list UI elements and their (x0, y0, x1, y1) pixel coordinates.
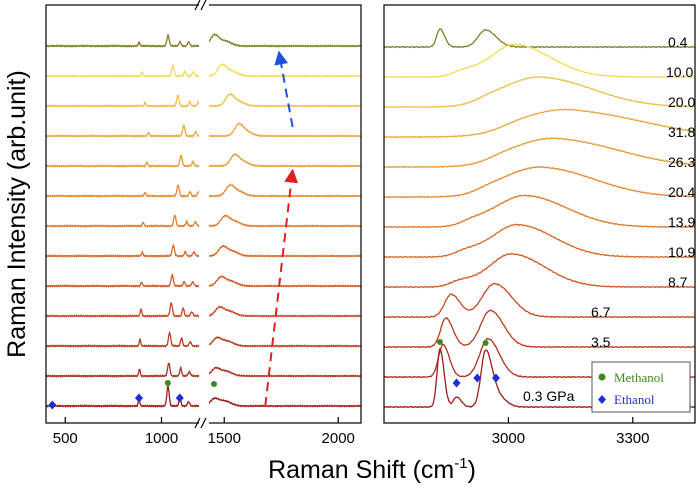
spectrum-left-low (46, 33, 201, 49)
spectrum-left-high (205, 92, 361, 108)
pressure-labels: 0.4 10.0 20.0 31.8 26.3 20.4 13.9 10.9 8.7 6.7 3.5… (523, 34, 695, 404)
x-axis-title-main: Raman Shift (cm (268, 456, 454, 484)
spectrum-left-high (205, 33, 361, 48)
pressure-increase-arrow (264, 168, 299, 407)
pressure-label: 10.0 (666, 64, 693, 80)
pressure-label: 31.8 (668, 124, 695, 140)
pressure-label: 20.4 (668, 184, 695, 200)
x-tick-label: 2000 (322, 430, 355, 447)
spectrum-right (384, 282, 695, 319)
ethanol-marker (491, 373, 500, 383)
ethanol-marker (134, 393, 143, 403)
spectrum-left-high (205, 396, 361, 408)
spectrum-left-low (46, 184, 201, 199)
left-x-ticks: 500 1000 1500 2000 (53, 417, 355, 447)
pressure-label: 3.5 (591, 334, 611, 350)
legend-methanol-label: Methanol (614, 370, 664, 385)
x-axis-title-sup: -1 (454, 455, 467, 472)
spectrum-left-low (46, 123, 201, 139)
spectrum-left-low (46, 330, 201, 349)
spectrum-left-low (46, 243, 200, 259)
spectrum-right (384, 108, 695, 139)
spectrum-left-low (46, 273, 201, 289)
spectrum-right (384, 166, 695, 199)
x-tick-label: 1000 (145, 430, 178, 447)
spectrum-left-low (46, 154, 201, 169)
methanol-marker (210, 381, 217, 387)
x-tick-label: 3000 (492, 430, 525, 447)
methanol-marker (482, 340, 489, 346)
pressure-arrows (264, 50, 299, 407)
pressure-label: 0.3 GPa (523, 388, 575, 404)
x-tick-label: 1500 (208, 430, 241, 447)
spectrum-right (384, 252, 695, 289)
x-axis-title: Raman Shift (cm-1) (268, 455, 476, 484)
y-axis-title: Raman Intensity (arb.unit) (3, 70, 31, 358)
pressure-label: 10.9 (668, 244, 695, 260)
spectrum-right (384, 137, 695, 169)
ethanol-marker (48, 400, 57, 410)
spectrum-left-high (205, 183, 361, 198)
x-tick-label: 3300 (616, 430, 649, 447)
pressure-label: 13.9 (668, 214, 695, 230)
spectrum-left-high (205, 153, 361, 168)
spectrum-right (384, 223, 695, 259)
spectrum-left-low (46, 64, 201, 78)
spectrum-left-low (46, 94, 201, 109)
right-spectra (384, 28, 695, 409)
legend: Methanol Ethanol (591, 361, 691, 413)
legend-ethanol-symbol (598, 395, 606, 404)
ethanol-marker (473, 373, 482, 383)
spectrum-left-high (205, 275, 361, 288)
spectrum-left-high (205, 366, 361, 378)
left-spectra (46, 33, 361, 409)
legend-box (591, 361, 691, 413)
right-markers (436, 339, 500, 388)
spectrum-left-low (46, 301, 201, 319)
spectrum-right (384, 28, 695, 49)
spectrum-left-low (46, 214, 201, 229)
pressure-decrease-arrow (274, 50, 294, 128)
left-panel: 500 1000 1500 2000 (45, 0, 362, 447)
x-tick-label: 500 (53, 430, 78, 447)
spectrum-left-high (205, 305, 361, 318)
pressure-label: 26.3 (668, 154, 695, 170)
legend-methanol-symbol (598, 373, 606, 381)
pressure-label: 20.0 (668, 94, 695, 110)
pressure-label: 0.4 (668, 34, 688, 50)
spectrum-right (384, 194, 695, 229)
pressure-label: 8.7 (668, 274, 688, 290)
right-axes-frame (383, 4, 696, 424)
right-x-ticks: 3000 3300 (492, 417, 649, 447)
x-axis-title-close: ) (468, 456, 476, 484)
left-markers (48, 380, 217, 410)
ethanol-marker (175, 393, 184, 403)
spectrum-right (384, 75, 695, 109)
spectrum-right (384, 309, 695, 349)
spectrum-left-low (46, 385, 201, 409)
spectrum-right (384, 43, 695, 79)
legend-ethanol-label: Ethanol (614, 392, 655, 407)
spectrum-left-high (205, 122, 361, 138)
axis-break (194, 0, 209, 429)
spectrum-left-high (205, 336, 361, 348)
spectrum-left-high (205, 214, 361, 228)
right-panel: 0.4 10.0 20.0 31.8 26.3 20.4 13.9 10.9 8.7 6.7 3.5… (383, 4, 696, 447)
pressure-label: 6.7 (591, 304, 611, 320)
ethanol-marker (452, 378, 461, 388)
spectrum-left-low (46, 362, 201, 379)
methanol-marker (164, 380, 171, 386)
methanol-marker (436, 339, 443, 345)
